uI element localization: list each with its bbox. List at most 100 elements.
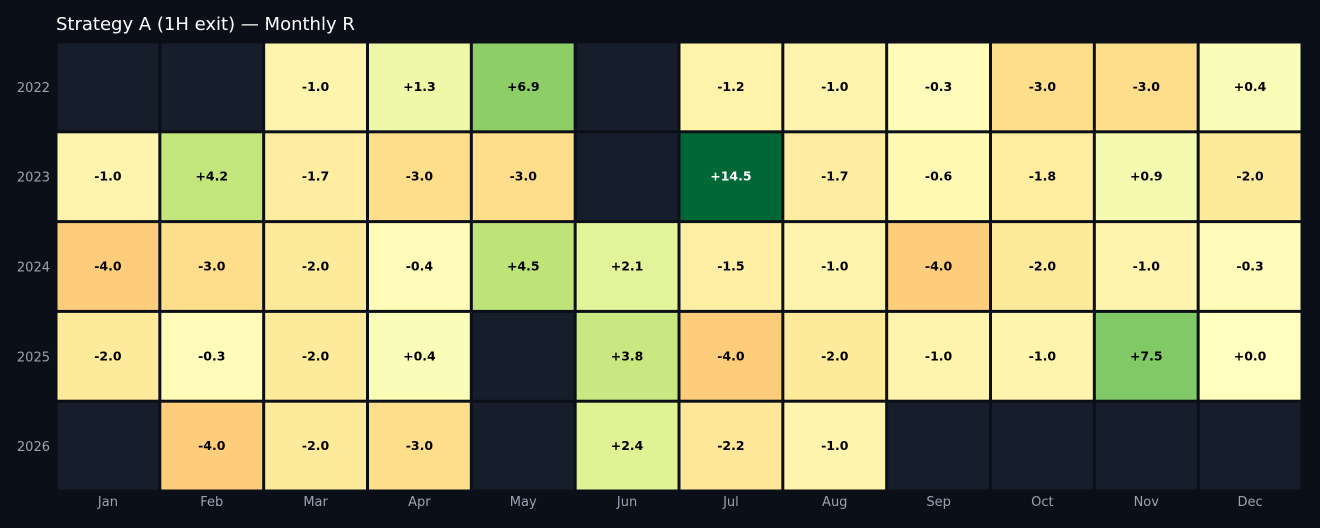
cell-value-label: -4.0 bbox=[94, 259, 122, 274]
cell-value-label: -2.0 bbox=[94, 348, 122, 363]
cell-value-label: -2.2 bbox=[717, 438, 744, 453]
cell-value-label: -1.0 bbox=[821, 438, 849, 453]
cell-value-label: -1.2 bbox=[717, 79, 744, 94]
heatmap-cell bbox=[265, 43, 366, 131]
heatmap-cell bbox=[57, 133, 159, 221]
heatmap-cell bbox=[992, 312, 1093, 400]
heatmap-cell bbox=[784, 312, 886, 400]
heatmap-cell bbox=[1199, 312, 1301, 400]
y-tick-label: 2026 bbox=[17, 440, 50, 455]
heatmap-cell bbox=[161, 402, 263, 490]
cell-value-label: -1.0 bbox=[94, 169, 122, 184]
cell-value-label: +0.4 bbox=[403, 348, 436, 363]
heatmap-cell bbox=[161, 312, 263, 400]
heatmap-cell bbox=[784, 223, 886, 310]
cell-value-label: -3.0 bbox=[510, 169, 538, 184]
x-tick-label: Mar bbox=[303, 495, 328, 510]
heatmap-cell bbox=[1199, 133, 1301, 221]
heatmap-cell bbox=[369, 402, 470, 490]
cell-value-label: +3.8 bbox=[611, 348, 644, 363]
heatmap-cell bbox=[1095, 223, 1197, 310]
heatmap-cell bbox=[680, 43, 782, 131]
heatmap-cell bbox=[265, 133, 366, 221]
cell-value-label: -1.5 bbox=[717, 259, 744, 274]
cell-value-label: -1.7 bbox=[821, 169, 848, 184]
heatmap-cell bbox=[161, 133, 263, 221]
cell-value-label: -3.0 bbox=[198, 259, 226, 274]
y-tick-label: 2023 bbox=[17, 171, 50, 186]
x-tick-label: Jun bbox=[616, 495, 637, 510]
heatmap-cell bbox=[369, 43, 470, 131]
heatmap-cell bbox=[472, 223, 574, 310]
cell-value-label: -1.0 bbox=[821, 259, 849, 274]
heatmap-cell-empty bbox=[992, 402, 1093, 490]
cell-value-label: -2.0 bbox=[302, 348, 330, 363]
cell-value-label: -3.0 bbox=[1133, 79, 1161, 94]
cell-value-label: -2.0 bbox=[302, 259, 330, 274]
x-tick-label: Nov bbox=[1134, 495, 1160, 510]
cell-value-label: +0.4 bbox=[1234, 79, 1267, 94]
heatmap-cell bbox=[472, 133, 574, 221]
cell-value-label: -0.6 bbox=[925, 169, 953, 184]
y-tick-label: 2022 bbox=[17, 81, 50, 96]
heatmap-cell bbox=[161, 223, 263, 310]
heatmap-cell bbox=[1095, 133, 1197, 221]
cell-value-label: -1.0 bbox=[302, 79, 330, 94]
cell-value-label: -0.4 bbox=[406, 259, 434, 274]
heatmap-cell bbox=[992, 43, 1093, 131]
cell-value-label: -4.0 bbox=[717, 348, 745, 363]
cell-value-label: +0.0 bbox=[1234, 348, 1267, 363]
heatmap-cell bbox=[369, 312, 470, 400]
heatmap-cell bbox=[576, 223, 678, 310]
heatmap-cell bbox=[265, 223, 366, 310]
cell-value-label: +4.5 bbox=[507, 259, 540, 274]
cell-value-label: -1.7 bbox=[302, 169, 329, 184]
heatmap-cell bbox=[992, 223, 1093, 310]
heatmap-cell-empty bbox=[57, 402, 159, 490]
heatmap-cells bbox=[57, 43, 1301, 490]
heatmap-cell bbox=[576, 402, 678, 490]
chart-title: Strategy A (1H exit) — Monthly R bbox=[56, 14, 355, 35]
heatmap-cell bbox=[1095, 312, 1197, 400]
heatmap-cell bbox=[784, 402, 886, 490]
heatmap-cell bbox=[472, 43, 574, 131]
cell-value-label: -2.0 bbox=[821, 348, 849, 363]
heatmap-cell bbox=[265, 312, 366, 400]
heatmap-cell bbox=[369, 133, 470, 221]
x-tick-label: Jul bbox=[722, 495, 739, 510]
y-tick-label: 2024 bbox=[17, 261, 50, 276]
cell-value-label: -3.0 bbox=[406, 438, 434, 453]
heatmap-cell-empty bbox=[576, 43, 678, 131]
cell-value-label: +14.5 bbox=[710, 169, 751, 184]
cell-value-label: -4.0 bbox=[925, 259, 953, 274]
cell-value-label: +6.9 bbox=[507, 79, 540, 94]
heatmap-cell bbox=[1095, 43, 1197, 131]
cell-value-label: +7.5 bbox=[1130, 348, 1163, 363]
heatmap-cell-empty bbox=[576, 133, 678, 221]
cell-value-label: -0.3 bbox=[1236, 259, 1263, 274]
x-tick-label: Dec bbox=[1238, 495, 1263, 510]
x-tick-label: Aug bbox=[822, 495, 847, 510]
heatmap-cell-empty bbox=[1199, 402, 1301, 490]
x-tick-label: Jan bbox=[97, 495, 118, 510]
heatmap-cell bbox=[576, 312, 678, 400]
x-axis-ticks: Jan Feb Mar Apr May Jun Jul Aug Sep Oct Nov Dec bbox=[97, 495, 1263, 510]
cell-value-label: -2.0 bbox=[302, 438, 330, 453]
heatmap-cell bbox=[680, 312, 782, 400]
heatmap-cell bbox=[888, 223, 989, 310]
heatmap-cell bbox=[784, 133, 886, 221]
x-tick-label: Apr bbox=[408, 495, 431, 510]
cell-value-label: -0.3 bbox=[198, 348, 225, 363]
y-axis-ticks: 2022 2023 2024 2025 2026 bbox=[17, 81, 50, 455]
cell-value-label: -1.0 bbox=[1029, 348, 1057, 363]
cell-value-label: +1.3 bbox=[403, 79, 436, 94]
heatmap-cell bbox=[888, 312, 989, 400]
cell-value-label: +2.4 bbox=[611, 438, 644, 453]
heatmap-cell bbox=[265, 402, 366, 490]
heatmap-cell bbox=[369, 223, 470, 310]
x-tick-label: May bbox=[510, 495, 537, 510]
heatmap-cell bbox=[1199, 223, 1301, 310]
y-tick-label: 2025 bbox=[17, 350, 50, 365]
heatmap-cell bbox=[1199, 43, 1301, 131]
